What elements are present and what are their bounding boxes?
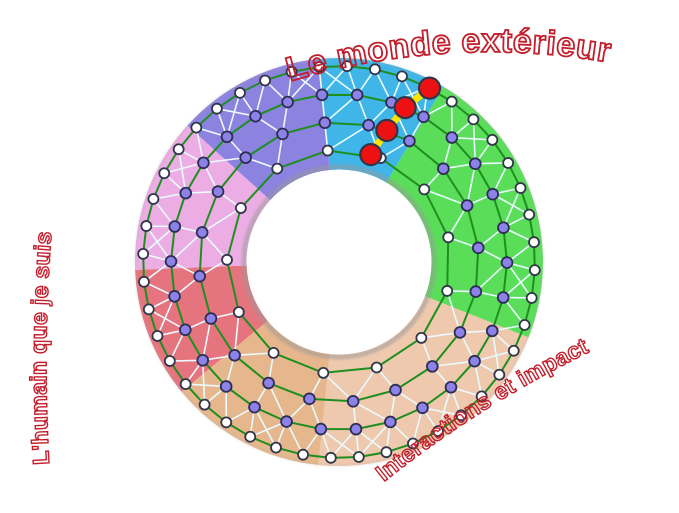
svg-text:L'humain que je suis: L'humain que je suis	[25, 230, 56, 465]
